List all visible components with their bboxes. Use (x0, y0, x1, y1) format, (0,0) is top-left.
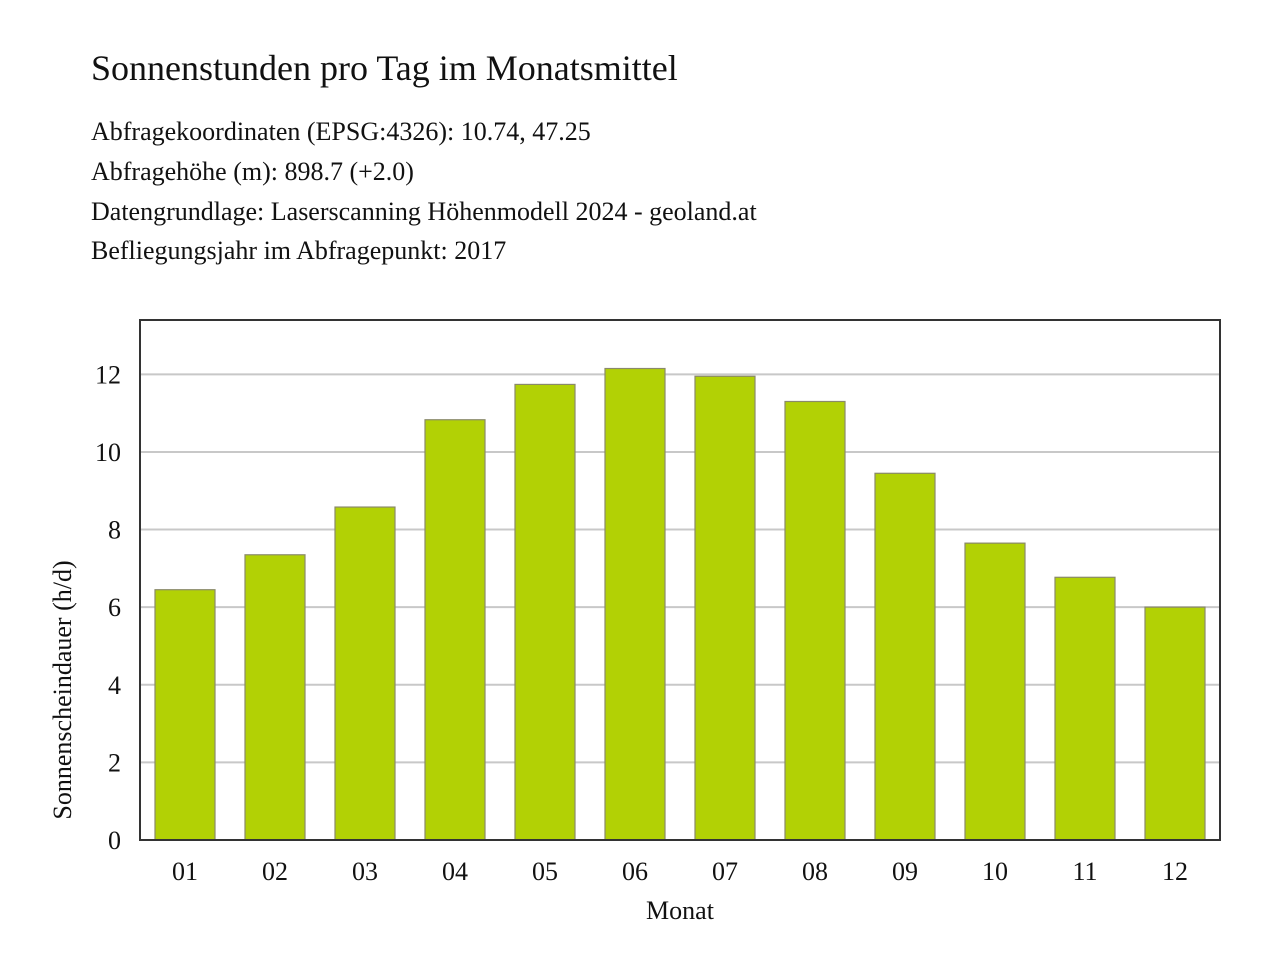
y-tick-label: 12 (95, 360, 121, 389)
x-tick-label: 04 (442, 857, 468, 886)
x-tick-label: 02 (262, 857, 288, 886)
bar-09 (874, 472, 936, 841)
bar-04 (424, 419, 486, 841)
bar-11 (1054, 576, 1116, 841)
bar-06 (604, 367, 666, 841)
bar-05 (514, 383, 576, 841)
info-coordinates: Abfragekoordinaten (EPSG:4326): 10.74, 4… (91, 117, 591, 146)
bar-10 (964, 542, 1026, 841)
y-tick-labels: 0 2 4 6 8 10 12 (95, 360, 121, 855)
x-tick-label: 03 (352, 857, 378, 886)
x-tick-label: 07 (712, 857, 738, 886)
x-tick-label: 06 (622, 857, 648, 886)
bar-01 (154, 589, 216, 841)
bar-07 (694, 375, 756, 841)
x-tick-label: 11 (1072, 857, 1097, 886)
y-tick-label: 8 (108, 516, 121, 545)
bars (154, 367, 1206, 841)
x-tick-label: 09 (892, 857, 918, 886)
x-tick-label: 10 (982, 857, 1008, 886)
bar-02 (244, 554, 306, 841)
bar-08 (784, 400, 846, 841)
chart-title: Sonnenstunden pro Tag im Monatsmittel (91, 48, 678, 88)
bar-12 (1144, 606, 1206, 841)
info-elevation: Abfragehöhe (m): 898.7 (+2.0) (91, 157, 414, 186)
y-tick-label: 2 (108, 748, 121, 777)
x-tick-label: 01 (172, 857, 198, 886)
info-data-source: Datengrundlage: Laserscanning Höhenmodel… (91, 197, 757, 226)
x-tick-label: 05 (532, 857, 558, 886)
y-axis-label: Sonnenscheindauer (h/d) (48, 560, 77, 819)
x-tick-label: 08 (802, 857, 828, 886)
x-axis-label: Monat (646, 896, 715, 925)
y-tick-label: 4 (108, 671, 121, 700)
x-tick-label: 12 (1162, 857, 1188, 886)
info-survey-year: Befliegungsjahr im Abfragepunkt: 2017 (91, 236, 507, 265)
plot-frame (139, 319, 1221, 841)
y-tick-label: 6 (108, 593, 121, 622)
grid-lines (140, 373, 1220, 764)
y-tick-label: 10 (95, 438, 121, 467)
x-tick-labels: 01 02 03 04 05 06 07 08 09 10 11 12 (172, 857, 1188, 886)
bar-03 (334, 506, 396, 841)
y-tick-label: 0 (108, 826, 121, 855)
